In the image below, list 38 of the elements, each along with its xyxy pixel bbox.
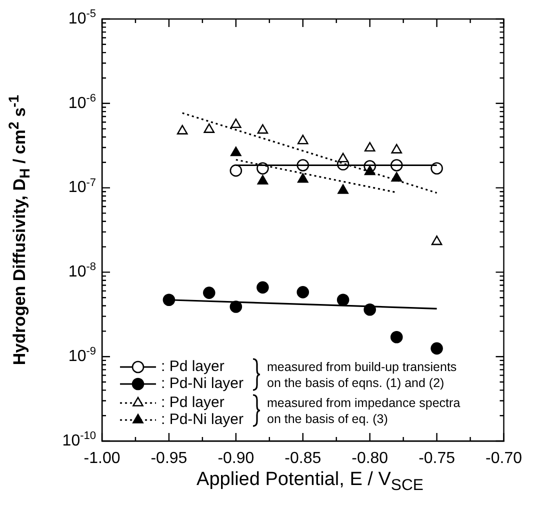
point [230,146,242,156]
legend-label: : Pd layer [161,394,224,412]
x-tick-label: -0.70 [486,450,522,468]
point [256,281,269,294]
point [391,144,402,154]
point [390,331,403,344]
point [257,124,268,134]
point [364,166,376,176]
point [257,174,268,185]
annotation: measured from impedance spectra on the basis of eq. (3) [267,394,462,426]
point [230,118,242,128]
point [297,173,308,183]
point [338,152,348,162]
point [338,184,348,194]
legend-label: : Pd layer [161,358,224,376]
point [204,123,215,133]
point [296,286,310,298]
x-tick-label: -0.80 [352,450,388,468]
point [431,236,442,246]
legend-label: : Pd-Ni layer [161,411,244,428]
x-tick-label: -0.90 [218,450,254,468]
x-axis-title: Applied Potential, E / V$_{SCE}$ [196,469,424,495]
point [202,286,216,299]
annotation: measured from build-up transients on the basis of eqns. (1) and (2) [267,358,458,390]
point [162,294,176,306]
x-tick-label: -0.75 [418,450,456,468]
point [230,164,242,177]
point [176,124,188,134]
point [364,142,376,152]
point [336,294,350,306]
point [430,342,443,355]
legend-label: : Pd-Ni layer [161,375,244,392]
x-tick-label: -0.95 [150,450,188,468]
x-tick-label: -0.85 [284,450,322,468]
point [297,134,308,144]
point [391,172,402,182]
point [430,162,443,174]
x-tick-label: -1.00 [84,450,120,468]
